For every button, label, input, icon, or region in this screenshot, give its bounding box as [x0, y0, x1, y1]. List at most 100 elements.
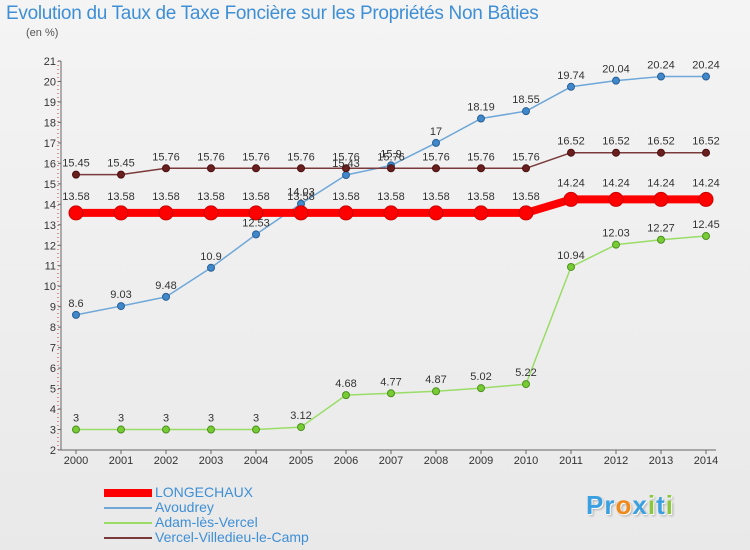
- data-point-longechaux: [158, 205, 174, 221]
- legend-swatch: [104, 507, 152, 509]
- data-point-adam-les-vercel: [252, 425, 260, 434]
- data-point-avoudrey: [522, 107, 530, 116]
- logo-letter: P: [586, 490, 605, 520]
- logo-letter: i: [665, 490, 674, 520]
- y-tick-label: 21: [44, 56, 56, 68]
- x-tick-label: 2000: [64, 455, 88, 467]
- data-label-longechaux: 13.58: [62, 191, 90, 203]
- data-point-avoudrey: [72, 310, 80, 319]
- y-tick-label: 14: [44, 199, 56, 211]
- x-tick-label: 2001: [109, 455, 133, 467]
- series-line-adam-les-vercel: [76, 235, 707, 431]
- legend-swatch: [104, 537, 152, 539]
- data-label-avoudrey: 12.53: [242, 217, 270, 229]
- y-tick-label: 4: [50, 404, 56, 416]
- data-labels: 13.58 13.58 13.58 13.58 13.58 13.58 13.58 13.58…: [62, 60, 720, 425]
- data-point-adam-les-vercel: [387, 389, 395, 398]
- data-point-avoudrey: [117, 302, 125, 311]
- y-tick-label: 5: [50, 384, 56, 396]
- data-label-vercel-villedieu-le-camp: 15.45: [62, 158, 90, 170]
- data-label-avoudrey: 10.9: [200, 251, 221, 263]
- data-point-adam-les-vercel: [72, 425, 80, 434]
- data-point-avoudrey: [342, 171, 350, 180]
- logo-letter: i: [647, 490, 657, 520]
- data-label-vercel-villedieu-le-camp: 15.76: [242, 151, 270, 163]
- data-label-avoudrey: 20.04: [602, 64, 630, 76]
- data-point-longechaux: [428, 205, 444, 221]
- y-tick-label: 20: [44, 76, 56, 88]
- data-point-longechaux: [653, 191, 669, 207]
- data-label-longechaux: 13.58: [152, 191, 180, 203]
- data-label-adam-les-vercel: 4.68: [335, 378, 356, 390]
- data-point-adam-les-vercel: [477, 384, 485, 393]
- legend-label: Adam-lès-Vercel: [155, 514, 258, 530]
- data-point-longechaux: [338, 205, 354, 221]
- data-point-longechaux: [248, 205, 264, 221]
- data-point-vercel-villedieu-le-camp: [207, 164, 215, 173]
- data-label-adam-les-vercel: 4.87: [425, 374, 446, 386]
- data-point-vercel-villedieu-le-camp: [702, 148, 710, 157]
- data-point-longechaux: [293, 205, 309, 221]
- data-label-adam-les-vercel: 12.03: [602, 228, 630, 240]
- x-tick-label: 2006: [334, 455, 358, 467]
- data-point-avoudrey: [207, 263, 215, 272]
- data-label-longechaux: 14.24: [692, 177, 720, 189]
- data-point-avoudrey: [612, 76, 620, 85]
- data-point-adam-les-vercel: [567, 262, 575, 271]
- y-tick-label: 16: [44, 158, 56, 170]
- data-label-vercel-villedieu-le-camp: 15.76: [152, 151, 180, 163]
- data-point-longechaux: [113, 205, 129, 221]
- data-label-vercel-villedieu-le-camp: 15.76: [422, 151, 450, 163]
- data-point-avoudrey: [567, 82, 575, 91]
- data-label-longechaux: 13.58: [197, 191, 225, 203]
- proxiti-logo: Proxiti: [586, 490, 674, 521]
- x-tick-label: 2008: [424, 455, 448, 467]
- data-label-longechaux: 13.58: [107, 191, 135, 203]
- data-label-vercel-villedieu-le-camp: 15.76: [377, 151, 405, 163]
- data-point-vercel-villedieu-le-camp: [72, 170, 80, 179]
- y-tick-label: 18: [44, 117, 56, 129]
- x-tick-label: 2005: [289, 455, 313, 467]
- data-point-vercel-villedieu-le-camp: [657, 148, 665, 157]
- y-tick-label: 19: [44, 97, 56, 109]
- data-point-adam-les-vercel: [162, 425, 170, 434]
- x-tick-label: 2012: [604, 455, 628, 467]
- chart-title: Evolution du Taux de Taxe Foncière sur l…: [6, 3, 539, 24]
- data-point-avoudrey: [432, 138, 440, 147]
- data-label-vercel-villedieu-le-camp: 16.52: [692, 136, 720, 148]
- legend-label: LONGECHAUX: [155, 484, 254, 500]
- data-point-adam-les-vercel: [522, 380, 530, 389]
- data-point-vercel-villedieu-le-camp: [117, 170, 125, 179]
- data-point-longechaux: [68, 205, 84, 221]
- data-point-adam-les-vercel: [117, 425, 125, 434]
- legend-label: Vercel-Villedieu-le-Camp: [155, 529, 309, 545]
- data-label-avoudrey: 15.43: [332, 158, 360, 170]
- data-label-adam-les-vercel: 3: [253, 413, 259, 425]
- data-label-adam-les-vercel: 10.94: [557, 250, 585, 262]
- data-label-adam-les-vercel: 3: [118, 413, 124, 425]
- data-point-vercel-villedieu-le-camp: [252, 164, 260, 173]
- x-tick-label: 2004: [244, 455, 268, 467]
- data-point-avoudrey: [657, 72, 665, 81]
- logo-letter: r: [604, 490, 616, 520]
- data-point-longechaux: [608, 191, 624, 207]
- axes: 2 3 4 5 6 7 8 9 10 11 12 13 14 15 16 17 18 19 20 21 2000 2001…: [44, 56, 718, 467]
- data-label-avoudrey: 18.19: [467, 102, 495, 114]
- data-point-vercel-villedieu-le-camp: [387, 164, 395, 173]
- data-label-adam-les-vercel: 3: [73, 413, 79, 425]
- data-label-longechaux: 13.58: [422, 191, 450, 203]
- x-tick-label: 2013: [649, 455, 673, 467]
- data-label-avoudrey: 20.24: [647, 60, 675, 72]
- data-label-longechaux: 13.58: [467, 191, 495, 203]
- data-label-vercel-villedieu-le-camp: 16.52: [557, 136, 585, 148]
- data-label-avoudrey: 19.74: [557, 70, 585, 82]
- data-label-vercel-villedieu-le-camp: 15.76: [332, 151, 360, 163]
- data-label-adam-les-vercel: 3: [163, 413, 169, 425]
- data-point-adam-les-vercel: [612, 240, 620, 249]
- data-label-adam-les-vercel: 3.12: [290, 410, 311, 422]
- data-label-longechaux: 14.24: [602, 177, 630, 189]
- data-point-adam-les-vercel: [432, 387, 440, 396]
- x-tick-label: 2011: [559, 455, 583, 467]
- data-label-longechaux: 14.24: [647, 177, 675, 189]
